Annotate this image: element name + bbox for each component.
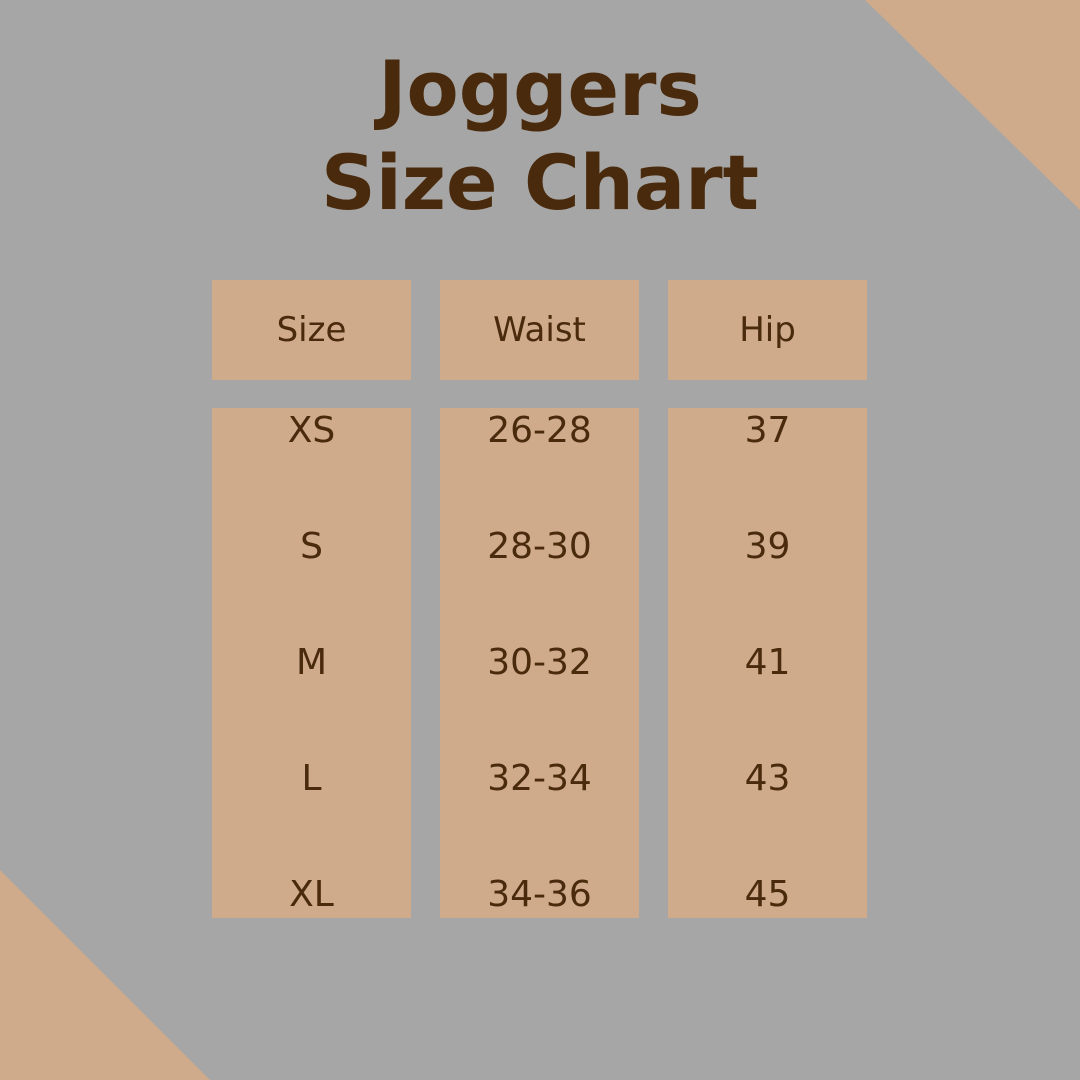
title-line-1: Joggers xyxy=(378,44,702,133)
table-cell: 26-28 xyxy=(487,410,592,451)
table-cell: 41 xyxy=(744,642,791,683)
title-line-2: Size Chart xyxy=(320,138,759,227)
table-cell: 37 xyxy=(744,410,791,451)
table-cell: 30-32 xyxy=(487,642,592,683)
column-body: 26-28 28-30 30-32 32-34 34-36 xyxy=(440,408,639,918)
table-cell: XS xyxy=(287,410,336,451)
table-cell: 43 xyxy=(744,758,791,799)
column-header: Size xyxy=(212,280,411,380)
column-body: 37 39 41 43 45 xyxy=(668,408,867,918)
corner-decoration-top-right xyxy=(865,0,1080,210)
table-cell: 45 xyxy=(744,874,791,915)
corner-decoration-bottom-left xyxy=(0,870,210,1080)
table-cell: M xyxy=(295,642,328,683)
table-cell: S xyxy=(300,526,323,567)
table-cell: 28-30 xyxy=(487,526,592,567)
table-cell: XL xyxy=(289,874,334,915)
table-cell: 34-36 xyxy=(487,874,592,915)
page-title: Joggers Size Chart xyxy=(0,42,1080,230)
column-body: XS S M L XL xyxy=(212,408,411,918)
table-cell: 39 xyxy=(744,526,791,567)
table-cell: L xyxy=(301,758,322,799)
column-header: Hip xyxy=(668,280,867,380)
table-cell: 32-34 xyxy=(487,758,592,799)
column-header: Waist xyxy=(440,280,639,380)
